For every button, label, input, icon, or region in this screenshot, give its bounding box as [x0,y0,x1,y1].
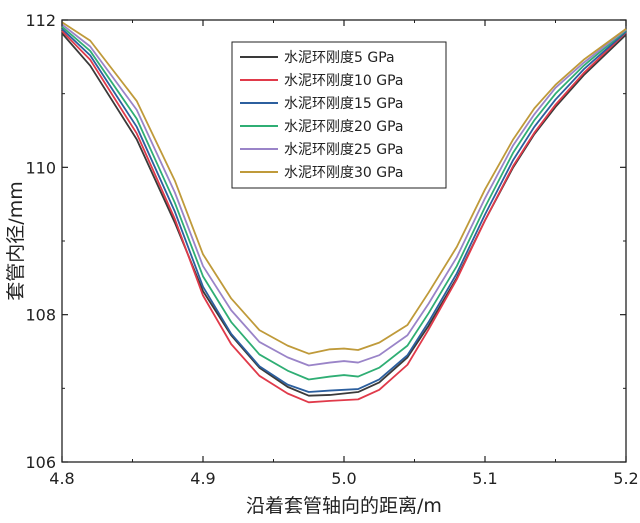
y-tick-label: 112 [25,11,56,30]
y-tick-label: 106 [25,453,56,472]
y-axis-title: 套管内径/mm [5,181,27,300]
series-group [61,21,627,404]
legend-box [231,41,447,189]
x-tick-label: 4.9 [190,469,215,488]
x-axis-title: 沿着套管轴向的距离/m [246,495,442,517]
axis-ticks: 4.8 4.9 5.0 5.1 5.2 106 108 110 112 [25,11,638,488]
legend-label: 水泥环刚度15 GPa [284,96,404,112]
x-tick-label: 4.8 [49,469,74,488]
series-line-3 [61,28,627,393]
series-line-5 [61,23,627,367]
y-tick-label: 110 [25,158,56,177]
legend-label: 水泥环刚度10 GPa [284,73,404,89]
series-line-2 [61,30,627,404]
legend-label: 水泥环刚度25 GPa [284,142,404,158]
x-tick-label: 5.1 [472,469,497,488]
legend: 水泥环刚度5 GPa 水泥环刚度10 GPa 水泥环刚度15 GPa 水泥环刚度20 … [231,41,447,189]
series-line-4 [61,25,627,381]
x-tick-label: 5.2 [613,469,638,488]
series-line-6 [61,21,627,355]
legend-label: 水泥环刚度30 GPa [284,165,404,181]
y-tick-label: 108 [25,306,56,325]
x-tick-label: 5.0 [331,469,356,488]
legend-label: 水泥环刚度20 GPa [284,119,404,135]
legend-label: 水泥环刚度5 GPa [284,50,395,66]
